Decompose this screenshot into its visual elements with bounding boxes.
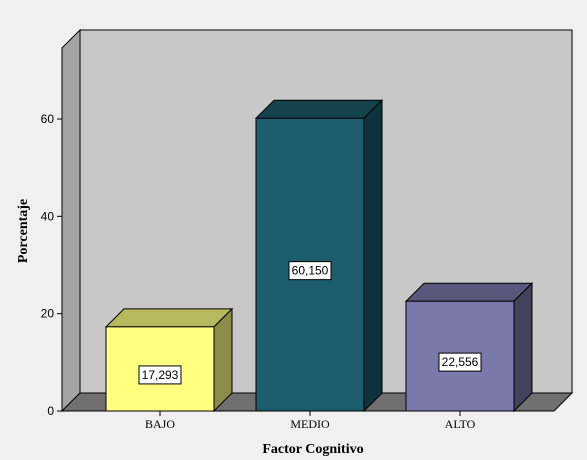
- bar-bajo: 17,293: [104, 307, 234, 413]
- bar-medio: 60,150: [254, 99, 384, 413]
- bar-side-face: [363, 99, 383, 413]
- bar-top-face: [404, 282, 534, 302]
- bars: 17,293 60,150 22,556: [104, 99, 534, 413]
- y-tick-label: 60: [41, 112, 55, 126]
- chart-left-wall: [61, 28, 81, 413]
- y-axis-ticks: 0 20 40 60: [41, 112, 62, 418]
- x-axis-title: Factor Cognitivo: [262, 442, 363, 457]
- x-tick-label: BAJO: [145, 417, 175, 431]
- data-label-box: [288, 261, 332, 281]
- bar-top-face: [254, 99, 384, 119]
- y-tick-label: 20: [41, 307, 55, 321]
- data-label: 17,293: [142, 368, 179, 382]
- bar-side-face: [213, 307, 233, 413]
- x-tick-label: ALTO: [445, 417, 476, 431]
- x-axis-categories: BAJO MEDIO ALTO: [145, 411, 476, 431]
- data-label: 60,150: [292, 264, 329, 278]
- data-label: 22,556: [442, 355, 479, 369]
- x-tick-label: MEDIO: [290, 417, 330, 431]
- data-label-box: [438, 352, 482, 372]
- y-axis-title: Porcentaje: [16, 199, 31, 263]
- y-tick-label: 0: [47, 404, 54, 418]
- data-label-box: [138, 365, 182, 385]
- bar-alto: 22,556: [404, 282, 534, 413]
- bar-side-face: [513, 282, 533, 413]
- bar-top-face: [104, 308, 234, 328]
- y-tick-label: 40: [41, 209, 55, 223]
